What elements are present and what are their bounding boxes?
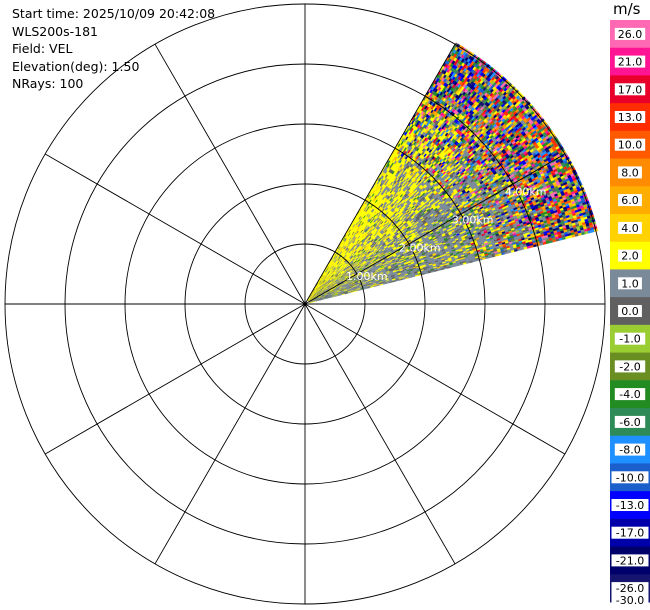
start-time-text: Start time: 2025/10/09 20:42:08 xyxy=(12,6,216,21)
velocity-sector xyxy=(307,42,598,303)
info-panel: Start time: 2025/10/09 20:42:08 WLS200s-… xyxy=(12,5,215,93)
nrays-text: NRays: 100 xyxy=(12,76,84,91)
field-text: Field: VEL xyxy=(12,41,73,56)
elevation-text: Elevation(deg): 1.50 xyxy=(12,58,140,74)
station-text: WLS200s-181 xyxy=(12,23,98,39)
